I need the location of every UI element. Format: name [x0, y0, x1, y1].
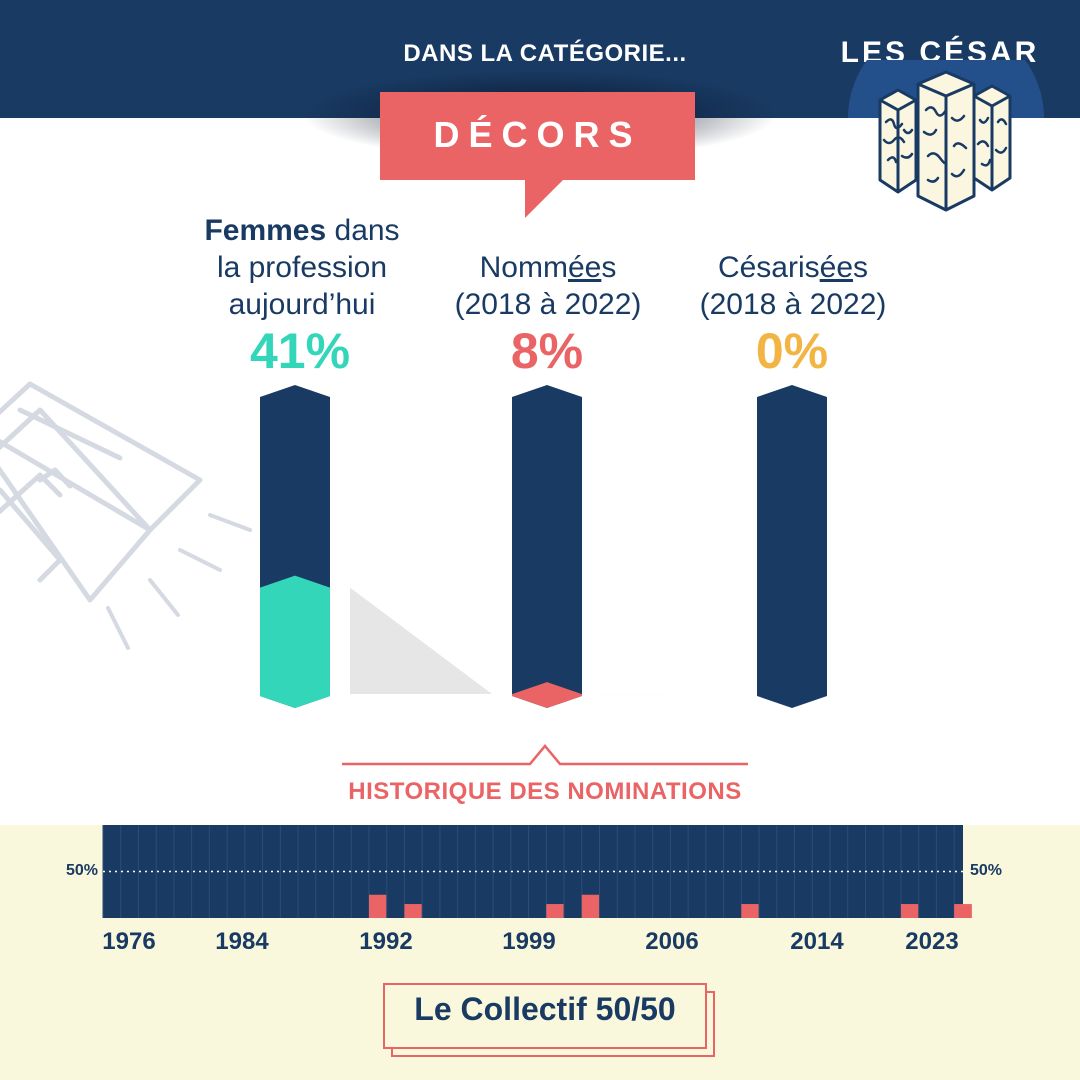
cesar-logo-icon: [848, 60, 1044, 212]
history-bar: [900, 904, 919, 918]
footer-text: Le Collectif 50/50: [414, 991, 676, 1027]
category-banner-pointer: [525, 178, 565, 218]
value-awarded: 0%: [755, 323, 829, 379]
label-line3: aujourd’hui: [228, 288, 376, 321]
label-pre: Césaris: [717, 251, 820, 284]
history-bar: [581, 894, 600, 918]
history-bar: [368, 894, 387, 918]
category-bars-chart: [260, 385, 827, 708]
category-name: DÉCORS: [433, 114, 642, 155]
history-band: [103, 825, 963, 918]
reference-label-left: 50%: [65, 862, 98, 879]
bar-fill: [260, 575, 330, 708]
label-rest: dans: [326, 214, 400, 247]
year-tick: 1992: [359, 928, 413, 955]
column-label-nominated: Nommées (2018 à 2022): [418, 249, 678, 323]
label-line2: (2018 à 2022): [699, 288, 887, 321]
label-line2: la profession: [216, 251, 388, 284]
film-clapper-icon: [0, 381, 252, 650]
label-post: s: [601, 251, 617, 284]
history-bar: [954, 904, 972, 918]
label-bold: Femmes: [204, 214, 327, 247]
label-underlined: ée: [567, 251, 602, 284]
label-pre: Nomm: [479, 251, 568, 284]
label-line2: (2018 à 2022): [454, 288, 642, 321]
value-nominated: 8%: [510, 323, 584, 379]
label-post: s: [853, 251, 869, 284]
bar-connector: [350, 587, 492, 694]
year-tick: 1984: [215, 928, 269, 955]
nomination-history-chart: [102, 825, 972, 918]
history-bar: [546, 904, 565, 918]
bar-track: [757, 385, 827, 708]
history-bar: [741, 904, 760, 918]
bar-track: [512, 385, 582, 708]
column-label-women-profession: Femmes dans la profession aujourd’hui: [172, 212, 432, 323]
column-label-awarded: Césarisées (2018 à 2022): [663, 249, 923, 323]
value-women-profession: 41%: [249, 323, 351, 379]
category-banner: [380, 92, 695, 180]
year-tick: 1976: [102, 928, 156, 955]
category-intro: DANS LA CATÉGORIE...: [403, 40, 687, 67]
label-underlined: ée: [819, 251, 854, 284]
history-title: HISTORIQUE DES NOMINATIONS: [348, 778, 742, 805]
year-tick: 2014: [790, 928, 844, 955]
year-tick: 1999: [502, 928, 556, 955]
history-bar: [404, 904, 423, 918]
footer-frame: [383, 983, 707, 1049]
year-tick: 2023: [905, 928, 959, 955]
reference-label-right: 50%: [970, 862, 1003, 879]
year-tick: 2006: [645, 928, 699, 955]
bar-fill: [512, 682, 582, 708]
history-bracket: [342, 744, 748, 766]
